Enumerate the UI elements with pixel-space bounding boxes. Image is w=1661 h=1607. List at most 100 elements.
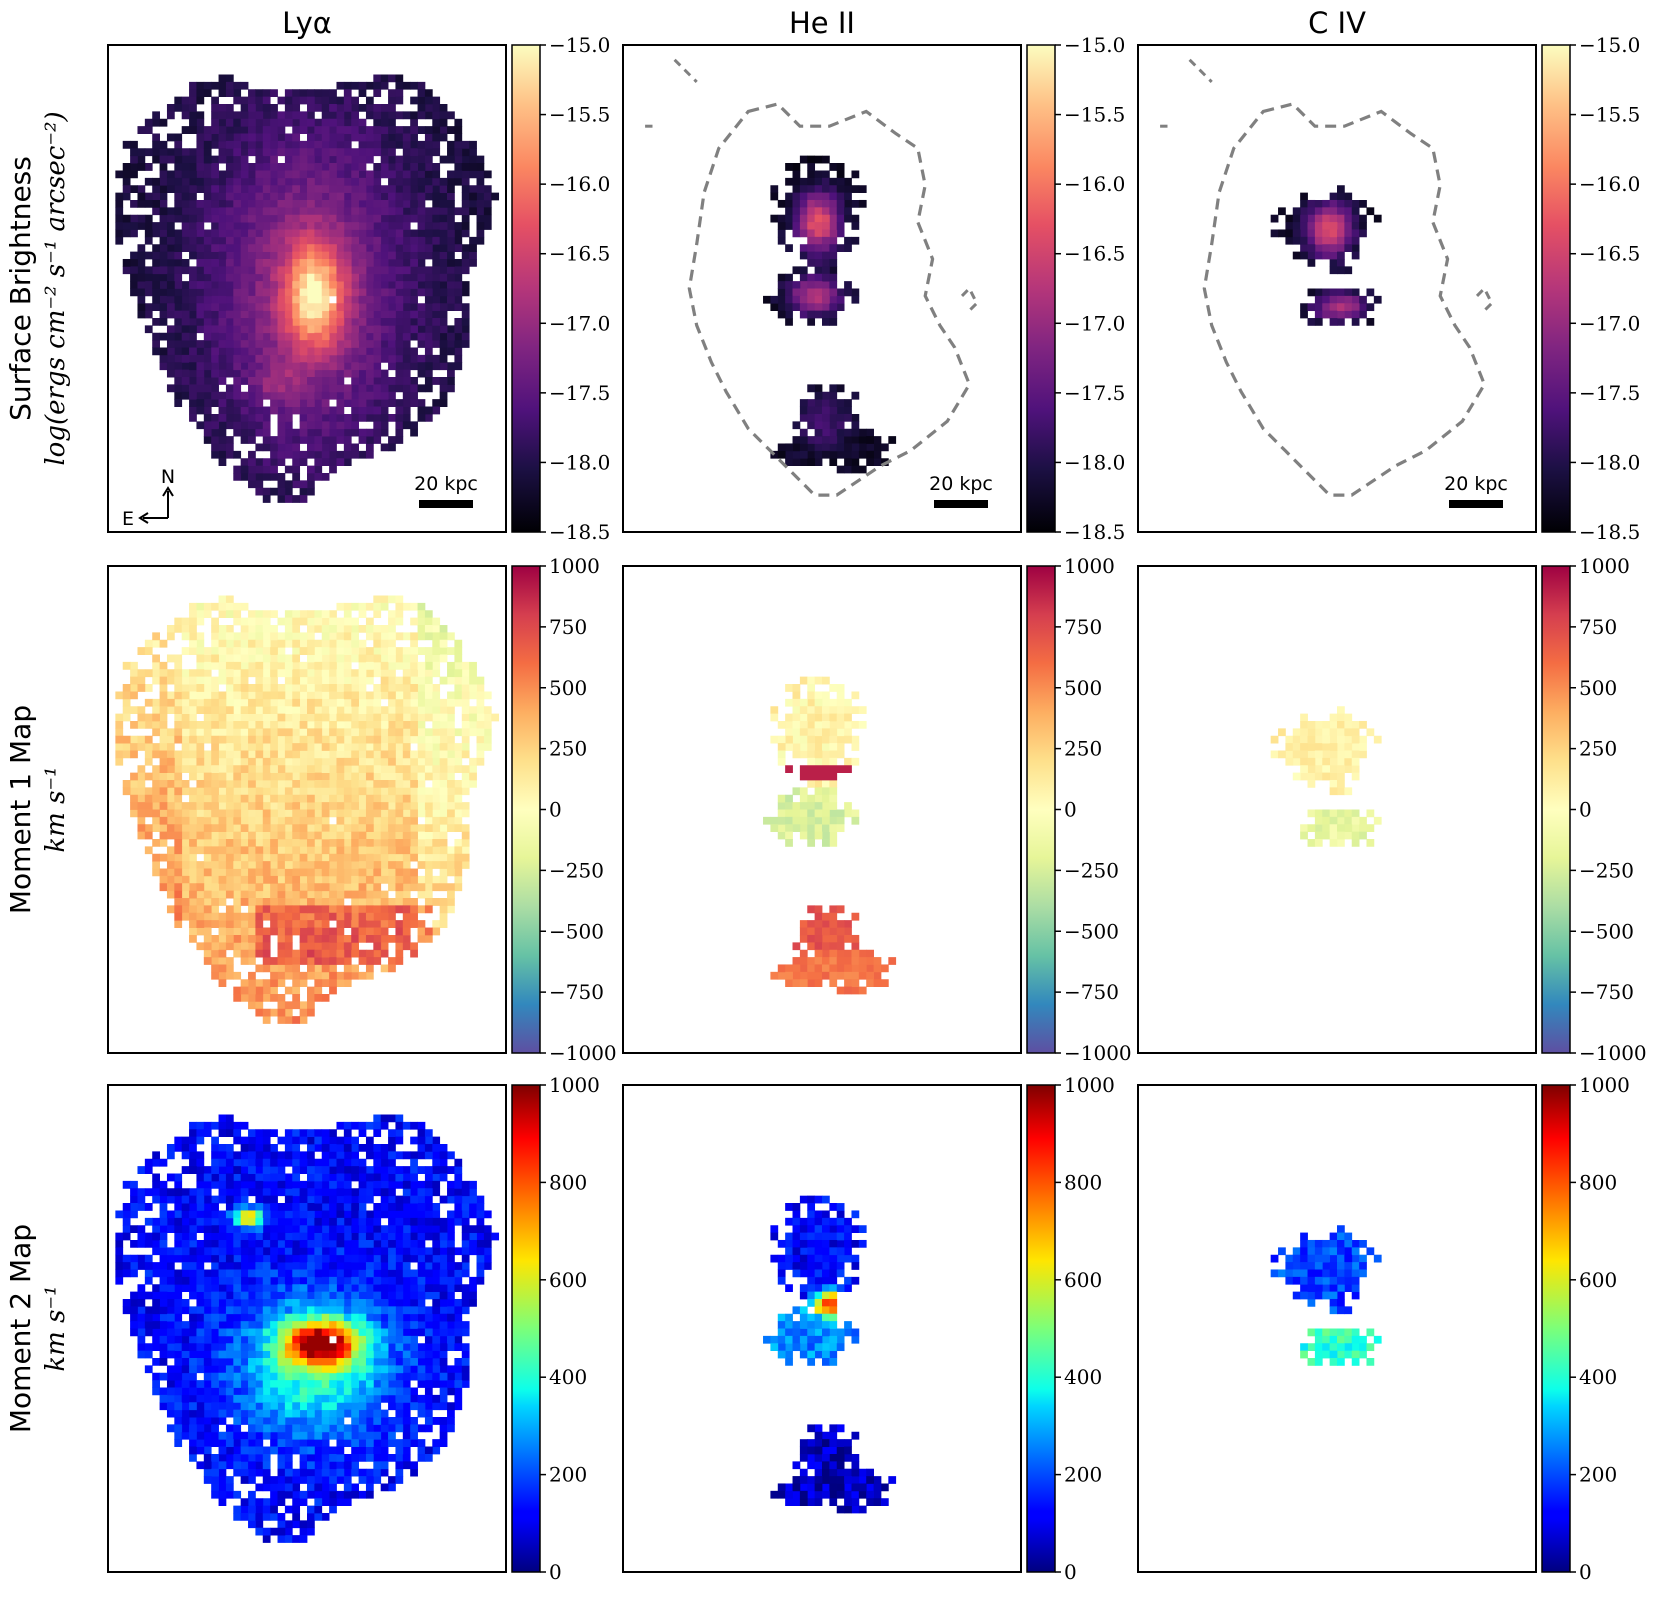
pixel-group-moment1-col0-301 <box>314 912 337 965</box>
pixel-group-moment2-col1-94 <box>785 1313 808 1352</box>
pixel-group-moment2-col1-104 <box>814 1321 838 1337</box>
pixel-group-surface_brightness-col0-372 <box>262 369 271 378</box>
pixel-group-moment2-col2-56 <box>1329 1276 1338 1285</box>
pixel-group-surface_brightness-col2-97 <box>1322 310 1331 319</box>
pixel-group-moment1-col2-1 <box>1300 713 1323 781</box>
pixel-group-moment1-col2-44 <box>1322 772 1331 781</box>
colorbar-tick-label-moment1-col0-7: −750 <box>549 980 604 1004</box>
pixel-group-surface_brightness-col1-64 <box>814 214 823 223</box>
pixel-group-moment1-col1-72 <box>777 802 808 840</box>
pixel-group-moment2-col0-331 <box>380 1365 389 1374</box>
pixel-group-moment1-col0-336 <box>262 934 271 943</box>
pixel-group-moment1-col1-59 <box>777 787 801 810</box>
pixel-group-moment1-col0-102 <box>432 647 485 685</box>
pixel-group-moment1-col0-10 <box>218 602 227 611</box>
pixel-group-moment1-col0-276 <box>255 905 308 951</box>
pixel-group-moment2-col1-110 <box>792 1328 801 1337</box>
pixel-group-moment1-col1-60 <box>799 787 823 803</box>
pixel-group-moment1-col1-134 <box>777 957 838 980</box>
pixel-group-moment2-col0-279 <box>358 1343 367 1352</box>
pixel-group-moment2-col1-142 <box>829 1439 860 1484</box>
pixel-group-moment2-col0-395 <box>329 1417 337 1425</box>
pixel-group-moment2-col2-91 <box>1300 1350 1308 1359</box>
colorbar-tick-label-moment1-col1-4: 0 <box>1064 798 1077 822</box>
pixel-group-moment2-col1-157 <box>866 1468 874 1477</box>
pixel-group-moment2-col0-260 <box>284 1335 293 1344</box>
pixel-group-surface_brightness-col0-255 <box>284 258 293 267</box>
pixel-group-moment2-col0-336 <box>248 1372 256 1403</box>
pixel-group-surface_brightness-col2-48 <box>1314 229 1338 245</box>
pixel-group-moment2-col1-140 <box>799 1439 808 1447</box>
pixel-group-moment2-col2-38 <box>1359 1262 1367 1270</box>
pixel-group-moment2-col1-172 <box>785 1490 793 1499</box>
pixel-group-moment2-col1-102 <box>799 1321 808 1329</box>
colorbar-tick-label-moment1-col1-5: −250 <box>1064 858 1119 882</box>
pixel-group-moment1-col0-344 <box>284 942 308 958</box>
pixel-group-surface_brightness-col0-327 <box>299 310 308 319</box>
pixel-group-moment2-col0-368 <box>314 1387 323 1396</box>
pixel-group-surface_brightness-col1-165 <box>866 450 874 459</box>
pixel-group-surface_brightness-col0-341 <box>284 325 293 334</box>
pixel-group-moment2-col1-42 <box>792 1239 801 1248</box>
pixel-group-moment2-col0-369 <box>336 1387 345 1396</box>
pixel-group-surface_brightness-col1-48 <box>858 199 867 208</box>
pixel-group-moment1-col1-102 <box>814 905 823 914</box>
pixel-group-surface_brightness-col1-3 <box>822 155 830 164</box>
pixel-group-moment2-col2-74 <box>1351 1328 1360 1337</box>
pixel-group-moment1-col1-96 <box>807 831 816 840</box>
pixel-group-moment1-col1-95 <box>785 831 793 840</box>
pixel-group-surface_brightness-col1-72 <box>814 222 823 230</box>
pixel-group-surface_brightness-col0-339 <box>417 318 426 326</box>
colorbar-tick-label-moment1-col2-6: −500 <box>1579 919 1634 943</box>
colorbar-tick-label-moment1-col2-0: 1000 <box>1579 554 1630 578</box>
pixel-group-surface_brightness-col2-43 <box>1270 229 1294 245</box>
pixel-group-moment2-col0-327 <box>343 1365 352 1374</box>
pixel-group-moment1-col1-62 <box>799 787 830 833</box>
pixel-group-surface_brightness-col2-42 <box>1359 222 1367 230</box>
pixel-group-moment1-col1-132 <box>814 957 823 965</box>
pixel-group-moment1-col0-310 <box>284 920 337 951</box>
colorbar-tick-label-moment1-col0-5: −250 <box>549 858 604 882</box>
pixel-group-surface_brightness-col2-71 <box>1322 251 1331 260</box>
pixel-group-moment2-col0-339 <box>277 1372 330 1396</box>
pixel-group-surface_brightness-col1-71 <box>807 222 816 230</box>
pixel-group-moment2-col0-273 <box>270 1343 278 1352</box>
pixel-group-moment2-col1-40 <box>844 1232 852 1241</box>
pixel-group-surface_brightness-col1-121 <box>807 295 816 304</box>
pixel-group-moment1-col1-44 <box>814 728 823 737</box>
pixel-group-moment1-col2-9 <box>1344 720 1353 729</box>
colorbar-tick-label-moment2-col1-4: 200 <box>1064 1463 1102 1487</box>
pixel-group-moment2-col2-7 <box>1314 1239 1323 1248</box>
pixel-group-moment1-col1-15 <box>799 698 808 707</box>
pixel-group-moment1-col1-79 <box>799 809 823 833</box>
pixel-group-surface_brightness-col0-122 <box>233 148 389 430</box>
pixel-group-moment1-col0-68 <box>417 625 441 641</box>
colorbar-tick-label-moment2-col1-5: 0 <box>1064 1560 1077 1584</box>
pixel-group-surface_brightness-col0-235 <box>292 244 301 253</box>
colorbar-tick-label-moment2-col2-2: 600 <box>1579 1268 1617 1292</box>
pixel-group-surface_brightness-col2-91 <box>1329 303 1338 312</box>
pixel-group-surface_brightness-col0-299 <box>299 288 308 297</box>
pixel-group-moment2-col0-197 <box>321 1306 389 1337</box>
pixel-group-surface_brightness-col2-5 <box>1307 199 1316 208</box>
pixel-group-moment1-col0-287 <box>380 905 389 914</box>
pixel-group-moment2-col0-329 <box>365 1365 374 1374</box>
pixel-group-moment1-col1-158 <box>844 979 852 987</box>
pixel-group-surface_brightness-col2-76 <box>1307 288 1316 297</box>
pixel-group-moment1-col1-155 <box>866 971 874 980</box>
pixel-group-moment1-col0-130 <box>454 669 463 678</box>
pixel-group-moment2-col2-40 <box>1278 1269 1286 1278</box>
pixel-group-moment2-col0-352 <box>270 1380 278 1388</box>
colorbar-tick-label-surface_brightness-col1-7: −18.5 <box>1064 520 1125 544</box>
pixel-group-moment2-col2-51 <box>1285 1276 1294 1285</box>
pixel-group-moment1-col0-16 <box>196 602 477 818</box>
pixel-group-surface_brightness-col0-322 <box>284 303 345 348</box>
pixel-group-moment2-col1-115 <box>763 1335 771 1344</box>
pixel-group-moment2-col0-296 <box>351 1350 359 1359</box>
pixel-group-moment2-col2-62 <box>1329 1291 1338 1300</box>
pixel-group-moment2-col0-250 <box>358 1328 367 1337</box>
pixel-group-moment1-col2-45 <box>1307 779 1316 788</box>
pixel-group-surface_brightness-col1-93 <box>814 251 838 312</box>
pixel-group-moment2-col1-101 <box>792 1321 801 1329</box>
pixel-group-moment2-col0-388 <box>358 1402 367 1411</box>
